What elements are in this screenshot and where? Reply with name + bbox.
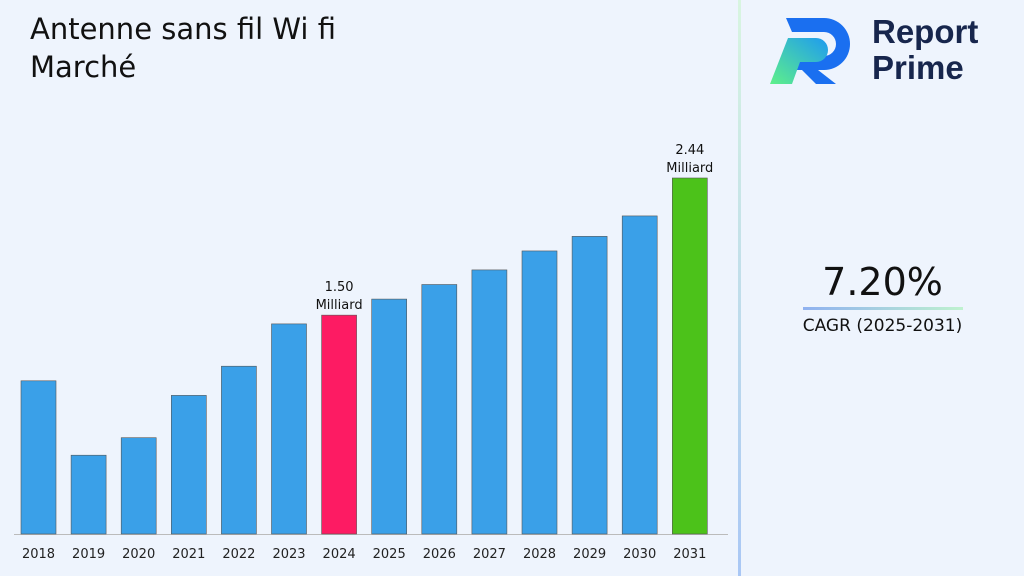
x-tick-label: 2018 [22, 547, 55, 562]
x-tick-label: 2027 [473, 547, 506, 562]
data-label-unit: Milliard [316, 298, 363, 313]
bar-2026 [421, 284, 458, 535]
data-label-unit: Milliard [666, 161, 713, 176]
brand-name: Report Prime [872, 13, 979, 86]
bar-2029 [571, 236, 608, 535]
x-tick-label: 2022 [222, 547, 255, 562]
cagr-underline [803, 307, 963, 310]
divider [738, 0, 741, 576]
bar-2027 [471, 269, 508, 535]
x-tick-label: 2025 [373, 547, 406, 562]
cagr-label: CAGR (2025-2031) [802, 316, 963, 336]
x-tick-label: 2020 [122, 547, 155, 562]
x-tick-label: 2029 [573, 547, 606, 562]
data-label-value: 2.44 [675, 143, 704, 158]
data-label-value: 1.50 [325, 280, 354, 295]
bar-2020 [120, 437, 157, 535]
bar-2025 [371, 298, 408, 535]
bar-2021 [171, 395, 207, 535]
bar-2022 [221, 365, 257, 535]
chart-title: Antenne sans fil Wi fi Marché [30, 12, 336, 84]
bar-2028 [521, 250, 558, 535]
bar-2023 [271, 323, 307, 535]
bar-2024 [321, 314, 357, 535]
x-tick-label: 2028 [523, 547, 556, 562]
report-prime-logo-icon [770, 18, 850, 84]
bar-2019 [70, 454, 107, 535]
bar-2018 [20, 380, 57, 535]
x-tick-label: 2026 [423, 547, 456, 562]
cagr-value: 7.20% [822, 260, 943, 304]
bar-2031 [671, 177, 708, 535]
x-tick-label: 2031 [673, 547, 706, 562]
x-tick-label: 2024 [323, 547, 356, 562]
bar-2030 [621, 215, 658, 535]
x-tick-label: 2019 [72, 547, 105, 562]
x-tick-label: 2030 [623, 547, 656, 562]
x-tick-label: 2023 [272, 547, 305, 562]
bar-chart: 2018 2019 2020 2021 2022 2023 2024 1.50 Milliard… [14, 143, 728, 562]
x-tick-label: 2021 [172, 547, 205, 562]
